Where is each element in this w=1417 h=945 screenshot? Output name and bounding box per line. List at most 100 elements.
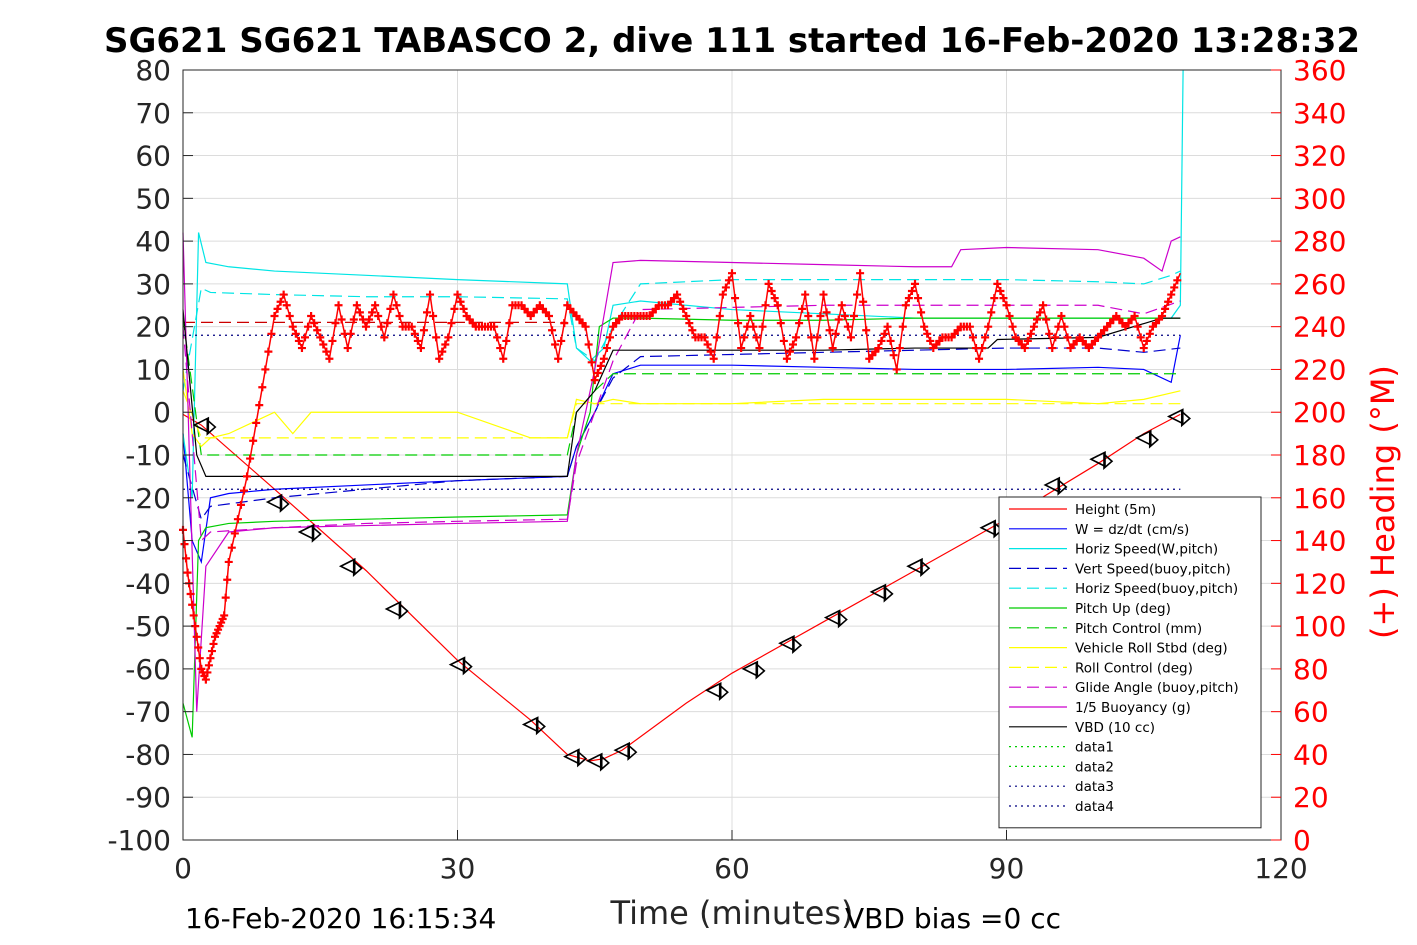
dive-marker-triangle: [585, 752, 603, 770]
heading-point: [355, 308, 364, 317]
y-right-tick-label: 200: [1293, 396, 1346, 429]
heading-point: [599, 354, 608, 363]
x-tick-label: 30: [440, 852, 476, 885]
heading-point: [319, 340, 328, 349]
heading-point: [1048, 344, 1057, 353]
heading-point: [688, 326, 697, 335]
heading-point: [502, 336, 511, 345]
heading-point: [204, 661, 213, 670]
y-axis-right-ticks: 3603403203002802602402202001801601401201…: [1271, 54, 1346, 857]
heading-point: [593, 369, 602, 378]
heading-point: [279, 290, 288, 299]
heading-point: [349, 315, 358, 324]
heading-point: [761, 301, 770, 310]
heading-point: [889, 351, 898, 360]
heading-point: [987, 308, 996, 317]
heading-point: [874, 344, 883, 353]
heading-point: [978, 344, 987, 353]
heading-point: [923, 329, 932, 338]
y-right-tick-label: 160: [1293, 482, 1346, 515]
heading-point: [715, 311, 724, 320]
dive-marker-triangle: [535, 717, 546, 736]
y-right-tick-label: 260: [1293, 268, 1346, 301]
y-tick-label: -60: [125, 653, 171, 686]
heading-point: [499, 354, 508, 363]
heading-point: [450, 304, 459, 313]
heading-point: [551, 340, 560, 349]
y-tick-label: -20: [125, 482, 171, 515]
heading-point: [505, 319, 514, 328]
heading-point: [804, 311, 813, 320]
heading-point: [770, 294, 779, 303]
heading-point: [413, 336, 422, 345]
dive-marker-triangle: [979, 519, 997, 537]
heading-point: [1057, 311, 1066, 320]
heading-point: [236, 500, 245, 509]
heading-point: [1029, 322, 1038, 331]
heading-point: [840, 311, 849, 320]
heading-point: [186, 590, 195, 599]
heading-point: [1170, 283, 1179, 292]
heading-point: [883, 322, 892, 331]
heading-point: [975, 354, 984, 363]
heading-point: [1036, 308, 1045, 317]
heading-point: [721, 283, 730, 292]
y-right-tick-label: 120: [1293, 567, 1346, 600]
heading-point: [490, 322, 499, 331]
heading-point: [810, 354, 819, 363]
y-tick-label: 60: [135, 140, 171, 173]
heading-point: [834, 315, 843, 324]
y-tick-label: -90: [125, 781, 171, 814]
heading-point: [188, 600, 197, 609]
heading-point: [192, 632, 201, 641]
heading-point: [785, 347, 794, 356]
heading-point: [560, 319, 569, 328]
heading-point: [728, 269, 736, 278]
y-right-tick-label: 140: [1293, 525, 1346, 558]
heading-point: [584, 340, 593, 349]
y-right-tick-label: 0: [1293, 824, 1311, 857]
heading-point: [246, 454, 255, 463]
heading-point: [328, 336, 337, 345]
heading-point: [209, 639, 218, 648]
series-line-roll-control-deg: [182, 390, 1181, 439]
heading-point: [441, 340, 450, 349]
heading-point: [673, 290, 682, 299]
heading-point: [679, 304, 688, 313]
legend-entry: Glide Angle (buoy,pitch): [1075, 680, 1239, 696]
y-right-tick-label: 320: [1293, 140, 1346, 173]
footer-vbd-bias: VBD bias =0 cc: [845, 902, 1061, 935]
heading-point: [801, 290, 810, 299]
heading-point: [331, 319, 340, 328]
dive-marker-triangle: [1180, 409, 1191, 428]
y-tick-label: -70: [125, 696, 171, 729]
legend-entry: W = dz/dt (cm/s): [1075, 522, 1189, 538]
y-tick-label: 40: [135, 225, 171, 258]
heading-point: [352, 301, 361, 310]
heading-point: [444, 333, 453, 342]
heading-series: [179, 269, 1182, 684]
heading-point: [291, 329, 300, 338]
heading-point: [264, 347, 273, 356]
heading-point: [764, 279, 773, 288]
heading-point: [282, 301, 291, 310]
legend-entry: Horiz Speed(buoy,pitch): [1075, 581, 1238, 597]
heading-point: [920, 322, 929, 331]
dive-marker-triangle: [823, 609, 841, 626]
heading-point: [706, 347, 715, 356]
heading-point: [545, 311, 553, 320]
heading-point: [877, 336, 886, 345]
y-tick-label: -100: [107, 824, 171, 857]
heading-point: [1051, 333, 1060, 342]
heading-point: [435, 354, 444, 363]
dive-marker-triangle: [1148, 431, 1159, 449]
heading-point: [1063, 333, 1072, 342]
dive-marker-triangle: [265, 493, 283, 511]
y-right-tick-label: 180: [1293, 439, 1346, 472]
dive-marker-triangle: [920, 559, 931, 577]
dive-marker-triangle: [906, 557, 923, 575]
heading-point: [377, 322, 386, 331]
heading-point: [898, 322, 907, 331]
heading-point: [447, 319, 456, 328]
